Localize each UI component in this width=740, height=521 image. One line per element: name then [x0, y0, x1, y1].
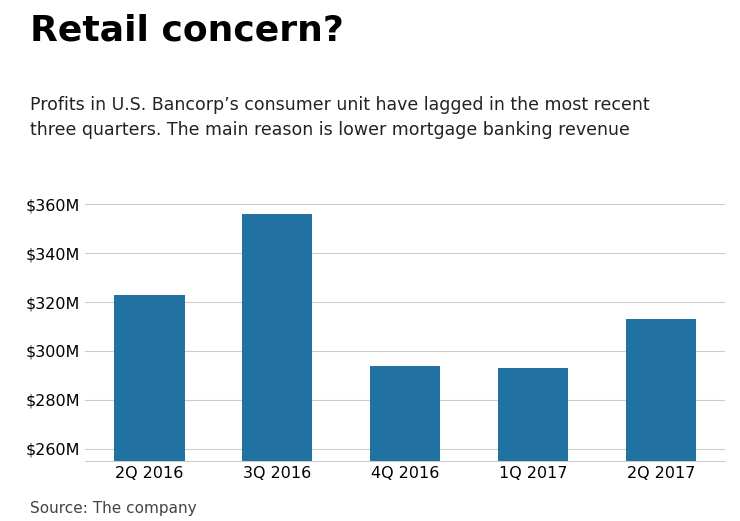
- Text: Profits in U.S. Bancorp’s consumer unit have lagged in the most recent
three qua: Profits in U.S. Bancorp’s consumer unit …: [30, 96, 649, 140]
- Bar: [626, 319, 696, 521]
- Text: Retail concern?: Retail concern?: [30, 13, 343, 47]
- Bar: [114, 295, 184, 521]
- Bar: [370, 366, 440, 521]
- Text: Source: The company: Source: The company: [30, 501, 196, 516]
- Bar: [498, 368, 568, 521]
- Bar: [242, 214, 312, 521]
